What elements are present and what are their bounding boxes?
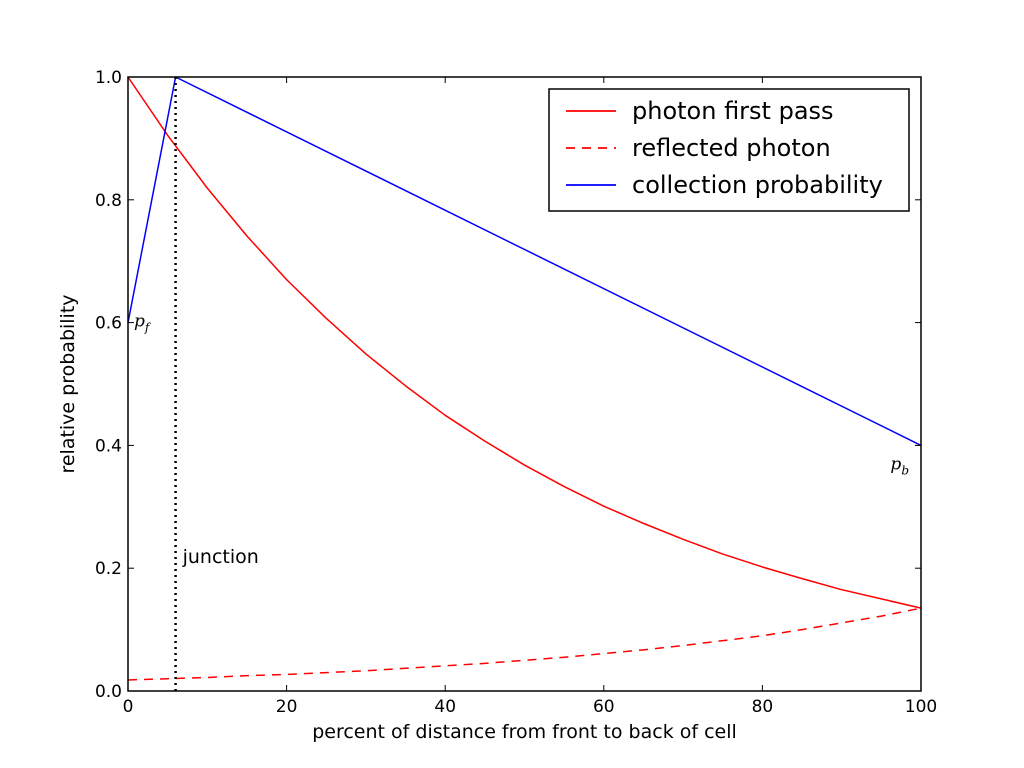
y-tick-label: 1.0	[95, 68, 122, 88]
legend-label: collection probability	[632, 171, 883, 199]
annotation-pf-base: p	[134, 312, 145, 332]
y-tick-label: 0.8	[95, 191, 122, 211]
x-tick-label: 0	[123, 697, 134, 717]
x-tick-label: 40	[434, 697, 456, 717]
series-line-photon-first-pass	[127, 76, 922, 609]
series-line-reflected-photon	[127, 607, 922, 681]
x-axis-ticks: 0 20 40 60 80 100	[123, 77, 937, 717]
y-tick-label: 0.4	[95, 436, 122, 456]
annotation-pf-subscript: f	[144, 321, 152, 335]
junction-layer: junction	[174, 77, 259, 691]
legend: photon first pass reflected photon collect…	[548, 88, 910, 212]
annotation-pb-base: p	[890, 454, 901, 474]
plot-frame	[127, 76, 922, 692]
junction-label: junction	[182, 546, 259, 568]
y-tick-label: 0.0	[95, 682, 122, 702]
y-axis-ticks: 0.0 0.2 0.4 0.6 0.8 1.0	[95, 68, 921, 702]
y-tick-label: 0.2	[95, 559, 122, 579]
x-axis-title: percent of distance from front to back o…	[312, 721, 737, 743]
x-tick-label: 20	[276, 697, 298, 717]
x-tick-label: 60	[593, 697, 615, 717]
annotation-pb: pb	[890, 454, 909, 477]
legend-label: reflected photon	[632, 134, 831, 162]
legend-frame	[548, 88, 910, 212]
x-tick-label: 80	[752, 697, 774, 717]
x-tick-label: 100	[905, 697, 937, 717]
annotation-pb-subscript: b	[901, 463, 909, 477]
y-tick-label: 0.6	[95, 314, 122, 334]
legend-items: photon first pass reflected photon collect…	[566, 97, 883, 199]
legend-label: photon first pass	[632, 97, 834, 125]
annotation-pf: pf	[134, 312, 152, 335]
y-axis-title: relative probability	[57, 294, 79, 473]
